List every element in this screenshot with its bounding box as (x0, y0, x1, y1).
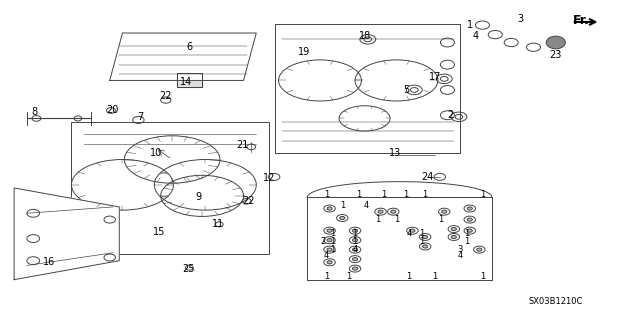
Text: 1: 1 (464, 229, 469, 238)
Polygon shape (307, 197, 492, 280)
Text: 17: 17 (429, 72, 441, 82)
Polygon shape (177, 72, 202, 87)
Ellipse shape (353, 229, 358, 232)
Text: 1: 1 (375, 215, 380, 224)
Text: 4: 4 (406, 229, 412, 238)
Text: 4: 4 (353, 245, 358, 254)
Text: 16: 16 (43, 257, 55, 267)
Text: 4: 4 (473, 31, 479, 41)
Ellipse shape (327, 207, 332, 210)
Text: 2: 2 (447, 110, 454, 120)
Ellipse shape (451, 227, 456, 231)
Text: 8: 8 (31, 107, 38, 117)
Text: 20: 20 (107, 106, 119, 115)
Text: 1: 1 (422, 190, 428, 199)
Ellipse shape (422, 245, 428, 248)
Ellipse shape (327, 229, 332, 232)
Ellipse shape (422, 235, 428, 239)
Text: 5: 5 (403, 85, 409, 95)
Text: 1: 1 (330, 237, 335, 246)
Polygon shape (14, 188, 119, 280)
Ellipse shape (546, 36, 565, 49)
Bar (177, 72, 202, 87)
Text: 1: 1 (324, 190, 329, 199)
Text: 1: 1 (394, 215, 399, 224)
Text: 4: 4 (458, 251, 463, 260)
Text: 19: 19 (298, 47, 310, 57)
Text: 24: 24 (421, 172, 433, 182)
Text: 1: 1 (467, 20, 473, 30)
Text: 25: 25 (182, 263, 195, 274)
Text: 14: 14 (180, 77, 192, 87)
Ellipse shape (467, 218, 472, 221)
Text: 1: 1 (330, 245, 335, 254)
Polygon shape (275, 24, 460, 153)
Text: 4: 4 (324, 251, 329, 260)
Text: 1: 1 (353, 237, 358, 246)
Text: 3: 3 (458, 245, 463, 254)
Text: SX03B1210C: SX03B1210C (529, 297, 583, 306)
Ellipse shape (442, 210, 447, 213)
Ellipse shape (451, 235, 456, 239)
Text: 1: 1 (438, 215, 444, 224)
Text: 12: 12 (263, 174, 275, 183)
Text: 1: 1 (346, 272, 351, 281)
Ellipse shape (391, 210, 396, 213)
Ellipse shape (353, 239, 358, 242)
Text: Fr.: Fr. (573, 14, 589, 27)
Ellipse shape (340, 216, 345, 219)
Text: 1: 1 (324, 272, 329, 281)
Ellipse shape (327, 239, 332, 242)
Ellipse shape (410, 229, 415, 232)
Text: 13: 13 (389, 148, 401, 158)
Text: 6: 6 (186, 42, 193, 52)
Text: 22: 22 (243, 196, 255, 206)
Text: 1: 1 (403, 190, 409, 199)
Text: 22: 22 (159, 91, 172, 101)
Text: 7: 7 (137, 112, 143, 122)
Text: 1: 1 (353, 229, 358, 238)
Text: 1: 1 (480, 272, 485, 281)
Text: 23: 23 (550, 50, 562, 60)
Ellipse shape (353, 257, 358, 261)
Ellipse shape (327, 261, 332, 264)
Text: 15: 15 (153, 227, 166, 237)
Text: 1: 1 (464, 237, 469, 246)
Text: 1: 1 (419, 229, 424, 238)
Ellipse shape (467, 207, 472, 210)
Text: 9: 9 (196, 192, 202, 203)
Text: 1: 1 (406, 272, 412, 281)
Ellipse shape (353, 267, 358, 270)
Text: 2: 2 (321, 237, 326, 246)
Polygon shape (109, 33, 256, 80)
Text: 21: 21 (236, 140, 248, 150)
Text: 1: 1 (419, 237, 424, 246)
Text: 11: 11 (212, 219, 224, 229)
Ellipse shape (327, 248, 332, 251)
Text: 1: 1 (432, 272, 437, 281)
Text: 3: 3 (518, 14, 524, 24)
Text: 1: 1 (480, 190, 485, 199)
Text: 10: 10 (150, 148, 162, 158)
Ellipse shape (378, 210, 383, 213)
Ellipse shape (467, 229, 472, 232)
Ellipse shape (353, 248, 358, 251)
Text: 1: 1 (340, 201, 345, 210)
Text: 4: 4 (364, 201, 369, 210)
Text: 1: 1 (356, 190, 361, 199)
Text: 1: 1 (330, 229, 335, 238)
Ellipse shape (477, 248, 482, 251)
Text: 18: 18 (358, 31, 371, 41)
Text: 1: 1 (381, 190, 387, 199)
